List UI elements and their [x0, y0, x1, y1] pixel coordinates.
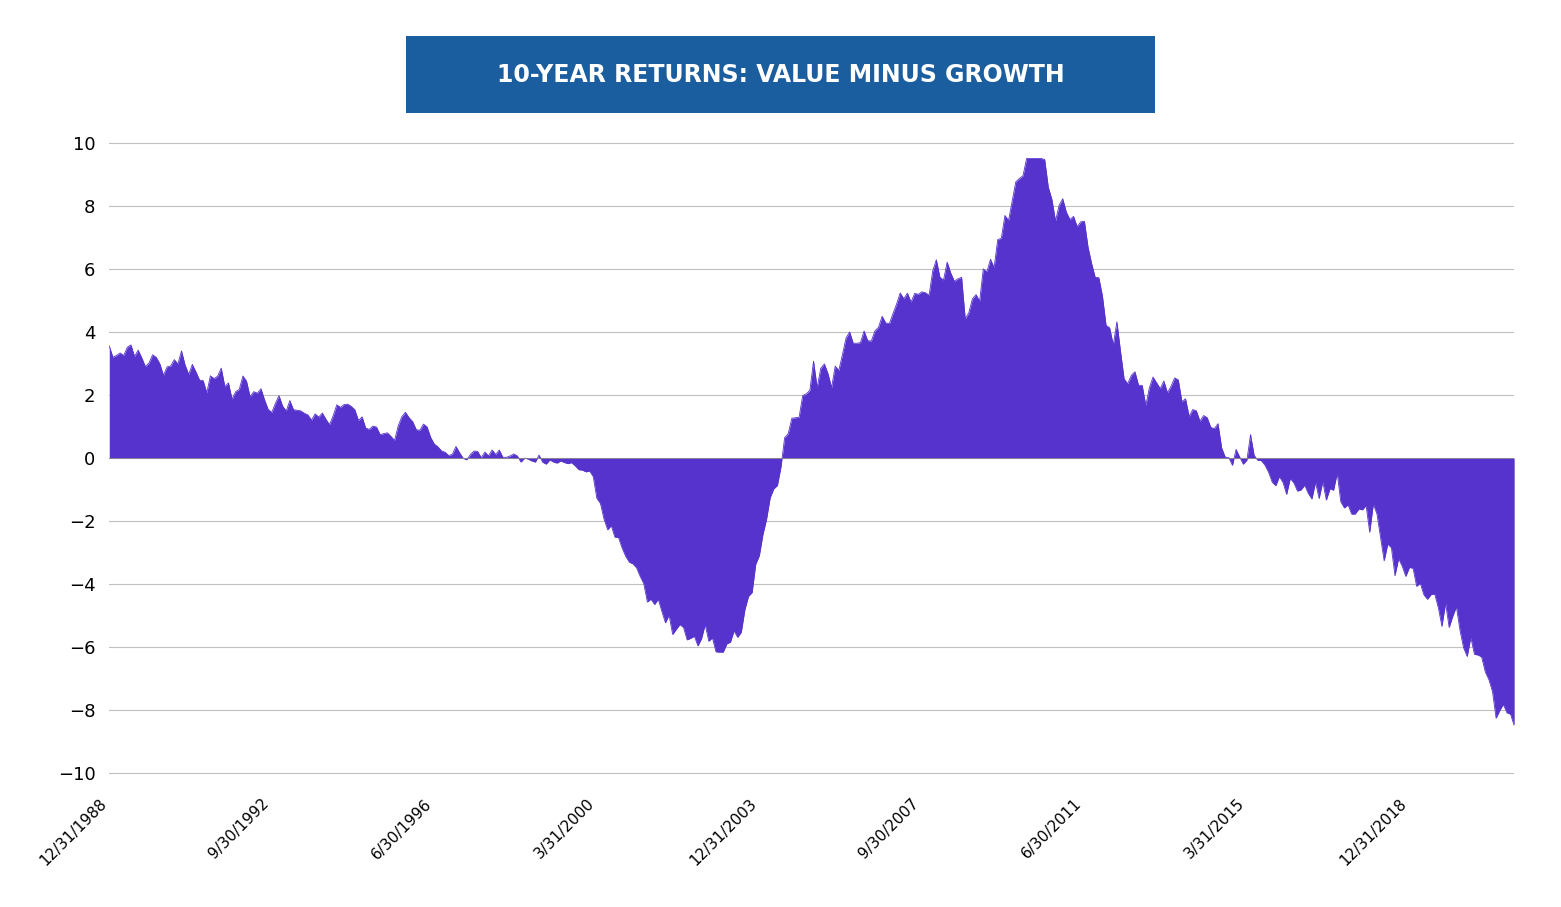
Text: 10-YEAR RETURNS: VALUE MINUS GROWTH: 10-YEAR RETURNS: VALUE MINUS GROWTH — [496, 63, 1065, 87]
